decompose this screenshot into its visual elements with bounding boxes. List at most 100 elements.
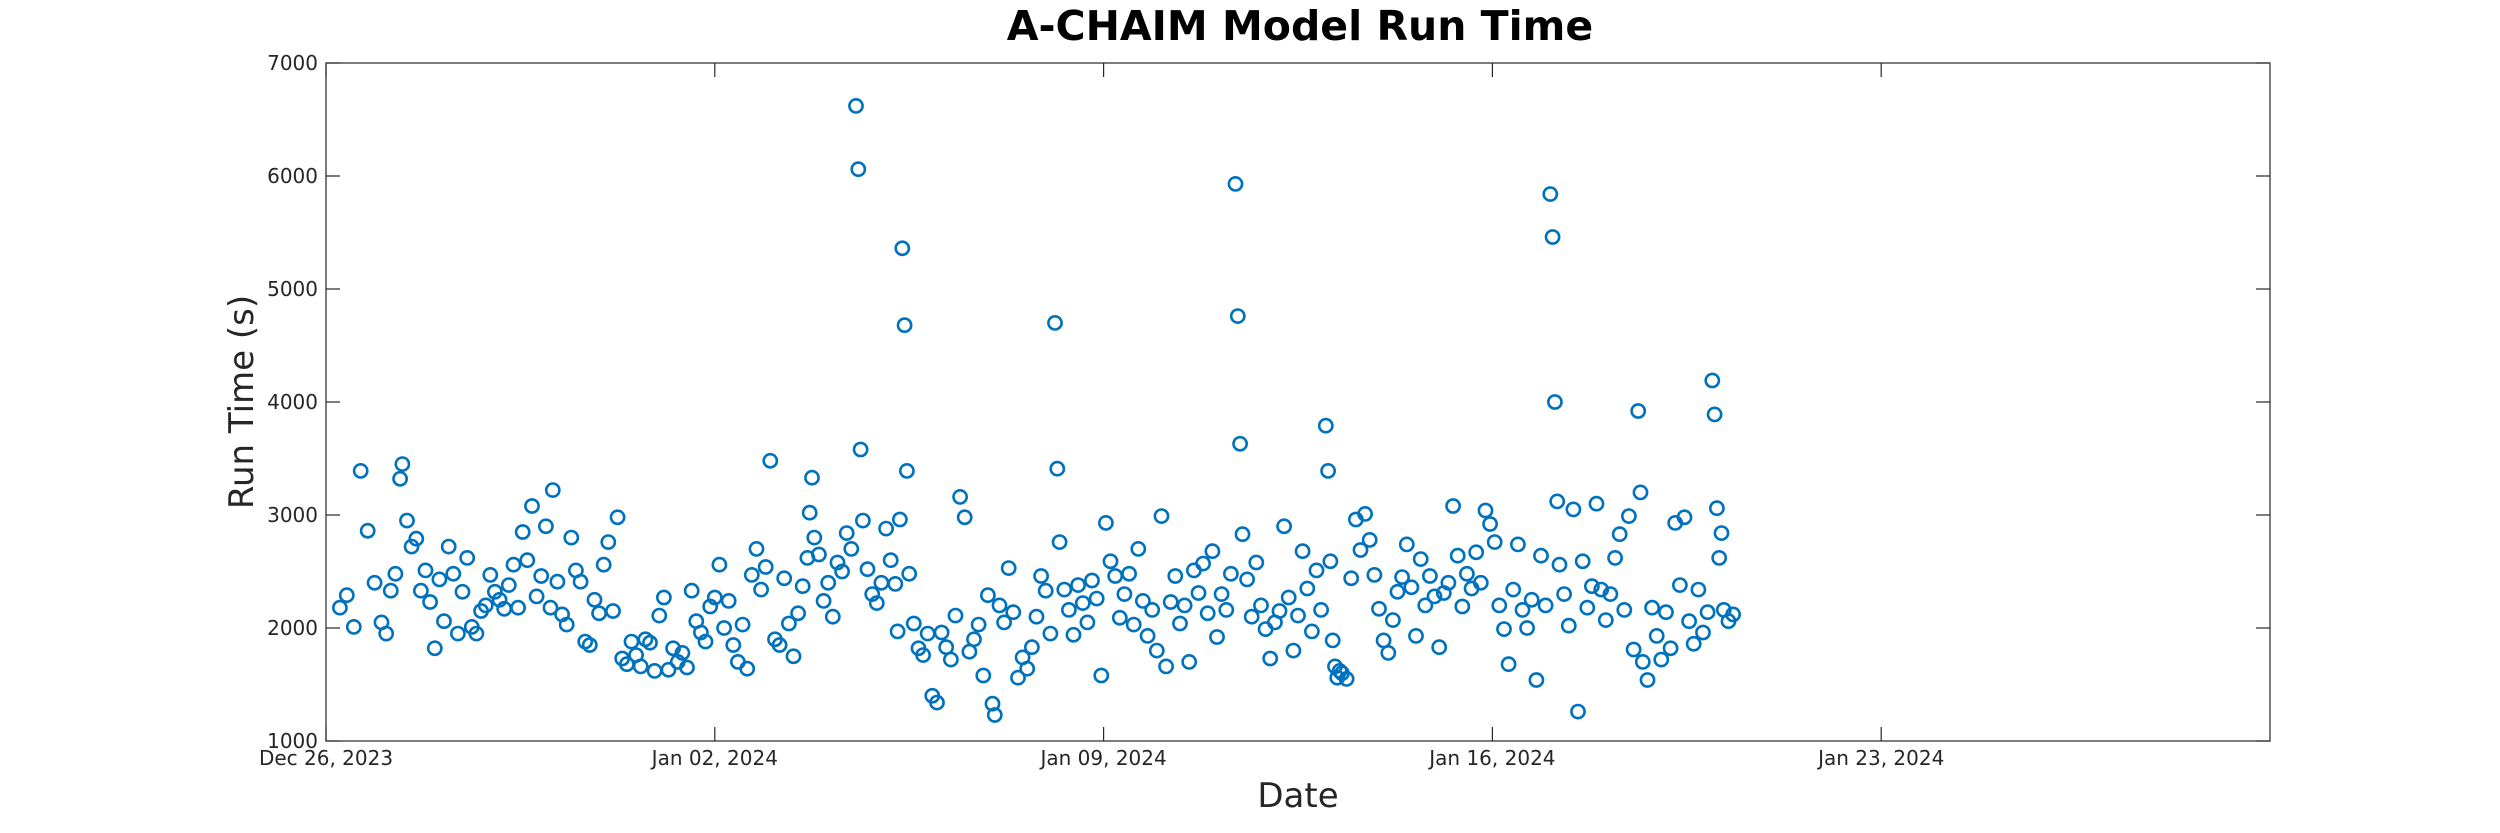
plot-area (325, 62, 2271, 742)
data-point (679, 659, 695, 676)
data-point (1253, 597, 1269, 614)
data-point (436, 613, 452, 630)
data-point (915, 647, 931, 663)
data-point (693, 624, 709, 641)
data-point (838, 525, 855, 541)
data-point (378, 625, 395, 642)
data-point (533, 568, 550, 584)
data-point (1398, 536, 1415, 553)
data-point (1533, 547, 1549, 564)
data-point (1588, 495, 1605, 512)
data-point (748, 541, 765, 557)
data-point (850, 161, 867, 178)
data-point (1380, 645, 1397, 661)
data-point (1551, 556, 1568, 573)
data-point (1579, 599, 1596, 616)
data-point (563, 529, 580, 546)
data-point (720, 593, 737, 609)
data-point (1248, 554, 1265, 571)
data-point (422, 594, 438, 610)
data-point (1528, 672, 1545, 688)
data-point (1135, 593, 1151, 609)
data-point (1621, 508, 1637, 524)
data-point (1070, 577, 1086, 593)
data-point (1324, 632, 1341, 649)
x-axis-label: Date (1257, 776, 1338, 816)
data-point (702, 598, 719, 615)
data-point (1644, 599, 1660, 616)
data-point (338, 587, 355, 604)
data-point (605, 603, 621, 619)
data-point (716, 620, 732, 636)
data-point (1229, 308, 1246, 324)
data-point (528, 588, 545, 605)
data-point (1148, 642, 1165, 659)
data-point (1711, 550, 1728, 566)
data-point (1010, 669, 1026, 686)
data-point (1593, 581, 1610, 598)
data-point (1371, 600, 1387, 617)
data-point (1308, 562, 1325, 579)
axis-ticks (325, 62, 2270, 742)
data-point (868, 595, 885, 611)
data-point (632, 658, 649, 675)
data-point (581, 637, 598, 653)
data-point (781, 615, 797, 632)
data-point (1290, 607, 1306, 624)
data-point (1199, 605, 1216, 622)
data-point (980, 587, 996, 604)
data-point (943, 651, 959, 668)
data-point (1204, 543, 1221, 560)
data-point (1000, 560, 1017, 576)
data-point (1468, 544, 1485, 561)
data-point (901, 565, 918, 582)
data-point (1024, 639, 1040, 656)
data-point (815, 593, 832, 609)
data-point (1280, 589, 1297, 606)
data-point (345, 619, 362, 635)
data-point (399, 512, 415, 529)
x-tick-label: Jan 16, 2024 (1427, 746, 1555, 770)
data-point (392, 470, 408, 487)
data-point (1574, 553, 1591, 570)
data-point (706, 589, 723, 606)
data-point (1695, 624, 1711, 641)
data-point (1477, 502, 1494, 519)
y-tick-label: 7000 (267, 51, 318, 75)
data-point (829, 554, 846, 571)
data-point (1725, 606, 1741, 623)
data-point (1361, 532, 1378, 548)
x-tick-label: Jan 02, 2024 (650, 746, 778, 770)
data-point (445, 565, 462, 582)
chart-title: A-CHAIM Model Run Time (1007, 2, 1593, 50)
data-point (1102, 553, 1119, 570)
data-point (1547, 394, 1563, 410)
data-point (1699, 604, 1716, 621)
data-point (600, 534, 617, 550)
data-point (878, 520, 894, 537)
data-point (1417, 597, 1434, 614)
data-point (1262, 650, 1279, 667)
data-point (549, 573, 566, 590)
data-point (500, 577, 517, 593)
data-point (824, 608, 841, 625)
x-tick-label: Dec 26, 2023 (259, 746, 393, 770)
data-point (1685, 635, 1702, 652)
data-point (1648, 628, 1665, 644)
x-tick-label: Jan 09, 2024 (1038, 746, 1166, 770)
data-point (843, 541, 860, 557)
data-point (762, 452, 779, 469)
data-point (852, 441, 869, 458)
data-point (859, 561, 876, 578)
data-point (1329, 669, 1346, 686)
data-point (794, 578, 811, 595)
data-point (771, 637, 788, 653)
data-point (514, 524, 531, 540)
data-point (519, 552, 536, 569)
data-point (595, 556, 612, 573)
data-point (609, 509, 626, 526)
data-point (477, 597, 494, 614)
data-point (848, 98, 864, 114)
data-point (1713, 525, 1730, 541)
data-point (454, 583, 471, 600)
